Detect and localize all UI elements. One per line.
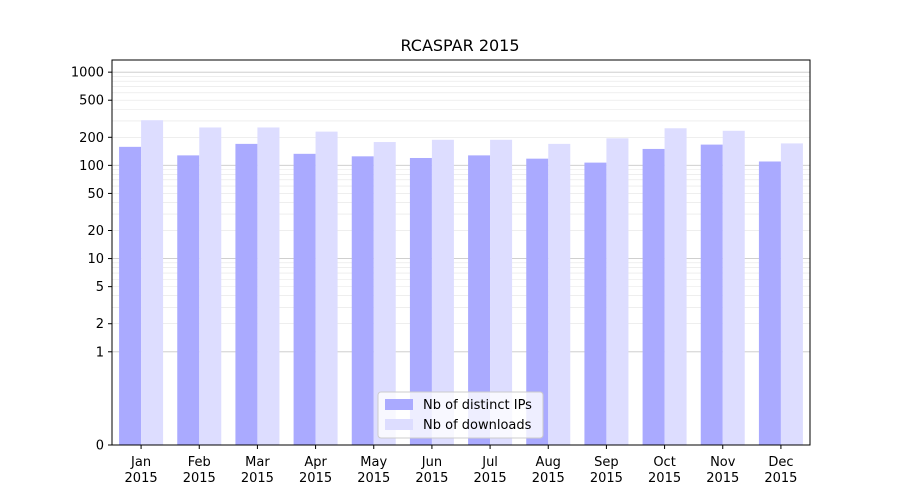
x-tick-label-year: 2015 (532, 471, 565, 486)
bar-distinct-ips (700, 144, 723, 445)
bar-downloads (780, 143, 803, 445)
bar-distinct-ips (409, 157, 432, 445)
bar-downloads (141, 120, 164, 446)
x-axis: Jan2015Feb2015Mar2015Apr2015May2015Jun20… (125, 445, 797, 486)
y-tick-label: 50 (87, 187, 104, 202)
grid-layer (112, 71, 810, 353)
x-tick-label-year: 2015 (648, 471, 681, 486)
bar-downloads (722, 130, 745, 445)
x-tick-label-month: Apr (304, 455, 327, 470)
bar-distinct-ips (235, 143, 258, 445)
bar-distinct-ips (526, 158, 549, 445)
plot-frame (111, 59, 811, 446)
y-tick-label: 100 (79, 159, 104, 174)
chart-title: RCASPAR 2015 (400, 36, 519, 55)
bar-downloads (431, 139, 454, 445)
bar-distinct-ips (293, 153, 316, 445)
bar-downloads (257, 127, 280, 445)
x-tick-label-year: 2015 (357, 471, 390, 486)
y-tick-label: 1 (96, 345, 104, 360)
x-tick-label-month: May (360, 455, 387, 470)
legend-swatch (385, 419, 413, 430)
y-tick-label: 10 (87, 252, 104, 267)
bar-downloads (199, 127, 222, 445)
legend-label: Nb of distinct IPs (423, 398, 532, 413)
bar-downloads (664, 128, 687, 445)
y-tick-label: 1000 (71, 66, 104, 81)
bar-downloads (490, 139, 513, 445)
y-tick-label: 500 (79, 94, 104, 109)
y-tick-label: 5 (96, 280, 104, 295)
x-tick-label-year: 2015 (764, 471, 797, 486)
legend-swatch (385, 399, 413, 410)
bar-downloads (373, 142, 396, 445)
bar-downloads (548, 143, 571, 445)
bar-downloads (315, 131, 338, 445)
x-tick-label-month: Jun (421, 455, 442, 470)
y-axis: 0 1 2 5 10 20 50 100 200 500 1000 (71, 66, 112, 454)
x-tick-label-month: Jul (481, 455, 498, 470)
x-tick-label-year: 2015 (183, 471, 216, 486)
x-tick-label-month: Sep (594, 455, 619, 470)
x-tick-label-month: Feb (188, 455, 211, 470)
legend-box (377, 391, 544, 439)
x-tick-label-year: 2015 (125, 471, 158, 486)
x-tick-label-year: 2015 (241, 471, 274, 486)
x-tick-label-year: 2015 (299, 471, 332, 486)
y-tick-label: 200 (79, 131, 104, 146)
bar-distinct-ips (351, 156, 374, 446)
x-tick-label-year: 2015 (706, 471, 739, 486)
x-tick-label-month: Dec (768, 455, 793, 470)
x-tick-label-month: Mar (245, 455, 270, 470)
bar-distinct-ips (119, 146, 142, 446)
y-tick-label: 20 (87, 224, 104, 239)
bars-layer (119, 120, 803, 446)
bar-downloads (606, 138, 629, 445)
bar-distinct-ips (758, 161, 781, 446)
x-tick-label-month: Oct (653, 455, 675, 470)
x-tick-label-month: Jan (130, 455, 151, 470)
x-tick-label-month: Nov (710, 455, 736, 470)
y-tick-label: 0 (96, 439, 104, 454)
legend: Nb of distinct IPs Nb of downloads (377, 391, 544, 439)
x-tick-label-year: 2015 (415, 471, 448, 486)
x-tick-label-year: 2015 (590, 471, 623, 486)
legend-label: Nb of downloads (423, 418, 532, 433)
bar-distinct-ips (584, 162, 607, 446)
y-tick-label: 2 (96, 317, 104, 332)
x-tick-label-year: 2015 (474, 471, 507, 486)
bar-distinct-ips (468, 155, 491, 446)
x-tick-label-month: Aug (536, 455, 561, 470)
bar-distinct-ips (177, 155, 200, 446)
bar-distinct-ips (642, 148, 665, 445)
